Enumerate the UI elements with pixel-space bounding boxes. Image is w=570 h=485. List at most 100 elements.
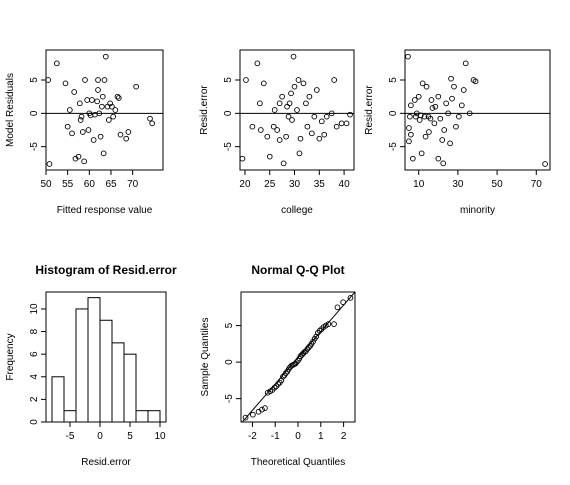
x-tick-label: 55 xyxy=(62,179,74,190)
histogram-bar xyxy=(123,353,137,423)
chart-title: Histogram of Resid.error xyxy=(35,263,177,277)
data-point xyxy=(311,113,318,120)
data-point xyxy=(276,137,283,143)
data-point xyxy=(280,160,287,167)
data-point xyxy=(458,102,465,109)
data-point xyxy=(428,97,435,103)
data-point xyxy=(290,53,297,60)
data-point xyxy=(82,77,88,83)
y-tick-label: 5 xyxy=(388,77,399,83)
x-tick-label: 0 xyxy=(295,431,301,442)
data-point xyxy=(53,60,60,67)
data-point xyxy=(409,155,416,162)
x-tick-label: -5 xyxy=(66,431,75,442)
data-point xyxy=(297,135,304,142)
x-axis-label: minority xyxy=(460,205,495,216)
data-point xyxy=(439,137,446,143)
data-point xyxy=(542,161,548,167)
p3-panel: 10 30 50 70 -5 0 5 minority Resid.error xyxy=(364,49,551,216)
data-point xyxy=(331,321,337,327)
y-tick-label: -5 xyxy=(223,142,234,151)
data-point xyxy=(456,113,462,120)
data-point xyxy=(418,150,425,157)
data-point xyxy=(110,113,117,120)
data-point xyxy=(466,110,473,117)
p1-panel: 50 55 60 65 70 -5 0 5 Fitted response value Model… xyxy=(5,49,164,216)
data-point xyxy=(440,160,447,167)
data-point xyxy=(295,77,302,83)
histogram-bar xyxy=(111,342,125,423)
data-point xyxy=(293,359,300,365)
x-tick-label: 30 xyxy=(289,179,301,190)
histogram-bar xyxy=(147,410,161,423)
data-point xyxy=(321,131,328,138)
x-tick-label: 0 xyxy=(97,431,103,442)
data-point xyxy=(85,127,92,133)
data-point xyxy=(435,93,442,100)
data-point xyxy=(107,100,113,107)
data-point xyxy=(284,103,290,110)
data-point xyxy=(448,75,454,82)
data-point xyxy=(77,117,84,123)
histogram-bar xyxy=(87,297,101,423)
data-point xyxy=(259,406,265,413)
data-point xyxy=(427,115,434,122)
data-point xyxy=(422,133,429,140)
data-point xyxy=(416,117,423,123)
chart-title: Normal Q-Q Plot xyxy=(251,263,344,277)
data-point xyxy=(125,129,132,135)
data-point xyxy=(271,107,278,113)
x-tick-label: 60 xyxy=(84,179,96,190)
histogram-bar xyxy=(51,376,65,423)
data-point xyxy=(431,120,438,127)
data-point xyxy=(283,133,289,140)
data-point xyxy=(62,80,69,87)
data-point xyxy=(94,98,100,105)
data-point xyxy=(407,113,413,120)
data-point xyxy=(274,127,281,133)
data-point xyxy=(313,87,320,93)
data-point xyxy=(310,338,316,345)
y-axis-label: Resid.error xyxy=(199,85,210,135)
x-tick-label: 2 xyxy=(341,431,347,442)
p5-panel: -2 -1 0 1 2 -5 0 5 Theoretical Quantiles Sample Q… xyxy=(200,263,356,468)
y-tick-label: 2 xyxy=(29,396,40,402)
data-point xyxy=(276,100,283,107)
y-tick-label: -5 xyxy=(224,394,235,403)
data-point xyxy=(334,304,341,311)
data-point xyxy=(405,53,411,60)
y-tick-label: 0 xyxy=(29,110,40,116)
data-point xyxy=(435,155,442,162)
data-point xyxy=(447,140,453,147)
data-point xyxy=(417,112,424,119)
data-point xyxy=(338,120,345,127)
data-point xyxy=(323,113,330,120)
y-tick-label: 5 xyxy=(29,77,40,83)
x-axis-label: college xyxy=(281,205,313,216)
data-point xyxy=(306,93,313,100)
data-point xyxy=(133,83,139,90)
data-point xyxy=(250,411,256,418)
data-point xyxy=(109,103,115,110)
y-tick-label: 0 xyxy=(29,419,40,425)
data-point xyxy=(114,93,121,100)
y-tick-label: 0 xyxy=(223,110,234,116)
x-axis-label: Resid.error xyxy=(81,457,131,468)
p4-panel: -5 0 5 10 0 2 4 6 8 10 Resid.error Frequency Histogr… xyxy=(5,263,177,468)
x-axis-label: Fitted response value xyxy=(57,205,153,216)
p2-panel: 20 25 30 35 40 -5 0 5 college Resid.error xyxy=(199,49,355,216)
data-point xyxy=(325,321,332,327)
x-tick-label: 65 xyxy=(105,179,117,190)
x-tick-label: 35 xyxy=(314,179,326,190)
data-point xyxy=(95,87,101,93)
x-tick-label: 70 xyxy=(127,179,139,190)
y-axis-label: Model Residuals xyxy=(5,73,16,147)
data-point xyxy=(340,299,346,306)
data-point xyxy=(105,117,112,123)
plot-frame xyxy=(239,49,355,171)
data-point xyxy=(304,123,311,130)
data-point xyxy=(343,120,350,127)
y-axis-label: Resid.error xyxy=(364,85,375,135)
data-point xyxy=(305,344,312,351)
data-point xyxy=(289,117,295,123)
